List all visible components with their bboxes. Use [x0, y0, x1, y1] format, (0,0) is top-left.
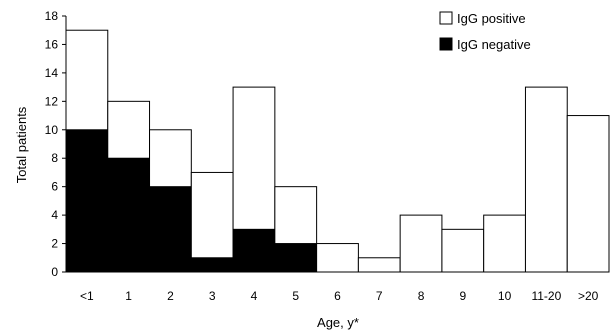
legend: IgG positive IgG negative	[439, 11, 531, 52]
y-tick-label-8: 8	[51, 151, 58, 165]
x-tick-label-12: >20	[578, 289, 599, 303]
bar-positive-3	[190, 171, 234, 259]
bar-positive-10	[483, 214, 526, 273]
x-tick-label-1: 1	[125, 289, 132, 303]
y-tick-label-4: 4	[51, 208, 58, 222]
x-tick-label-10: 10	[498, 289, 512, 303]
legend-label-positive: IgG positive	[457, 11, 526, 26]
bar-negative-4	[232, 228, 276, 273]
y-tick-label-12: 12	[45, 94, 59, 108]
bar-positive-12	[566, 115, 610, 273]
bar-positive-9	[441, 228, 485, 273]
axes-group	[65, 16, 609, 273]
y-axis-title: Total patients	[14, 106, 29, 183]
y-tick-label-6: 6	[51, 180, 58, 194]
x-tick-label-9: 9	[459, 289, 466, 303]
y-tick-label-14: 14	[45, 66, 59, 80]
x-axis-title: Age, y*	[317, 315, 359, 330]
y-ticks-group: 0 2 4 6 8 10 12 14 16 18	[45, 9, 66, 279]
bar-positive-8	[399, 214, 443, 273]
x-ticks-group: <1 1 2 3 4 5 6 7 8 9 10 11-20 >20	[80, 289, 599, 303]
x-tick-label-0: <1	[80, 289, 94, 303]
bar-positive-2	[149, 129, 192, 188]
x-tick-label-4: 4	[251, 289, 258, 303]
bar-positive-6	[316, 243, 359, 273]
bar-positive-0	[65, 29, 109, 131]
bar-negative-3	[190, 257, 234, 273]
legend-swatch-negative	[439, 37, 453, 51]
legend-swatch-positive	[439, 11, 453, 25]
x-tick-label-8: 8	[418, 289, 425, 303]
bar-negative-1	[107, 157, 151, 273]
y-tick-label-0: 0	[51, 265, 58, 279]
legend-label-negative: IgG negative	[457, 37, 531, 52]
y-tick-label-2: 2	[51, 237, 58, 251]
bars-group	[65, 29, 610, 273]
bar-positive-7	[357, 257, 401, 273]
bar-positive-1	[107, 100, 151, 159]
bar-negative-2	[149, 186, 192, 273]
x-tick-label-5: 5	[292, 289, 299, 303]
bar-positive-5	[274, 186, 318, 245]
bar-positive-4	[232, 86, 276, 230]
y-tick-label-10: 10	[45, 123, 59, 137]
bar-positive-11	[524, 86, 568, 273]
x-tick-label-11: 11-20	[531, 289, 561, 303]
y-tick-label-18: 18	[45, 9, 59, 23]
bar-negative-5	[274, 243, 318, 273]
x-tick-label-7: 7	[376, 289, 383, 303]
x-tick-label-3: 3	[209, 289, 216, 303]
y-tick-label-16: 16	[45, 37, 59, 51]
bar-negative-0	[65, 129, 109, 273]
x-tick-label-6: 6	[334, 289, 341, 303]
x-tick-label-2: 2	[167, 289, 174, 303]
